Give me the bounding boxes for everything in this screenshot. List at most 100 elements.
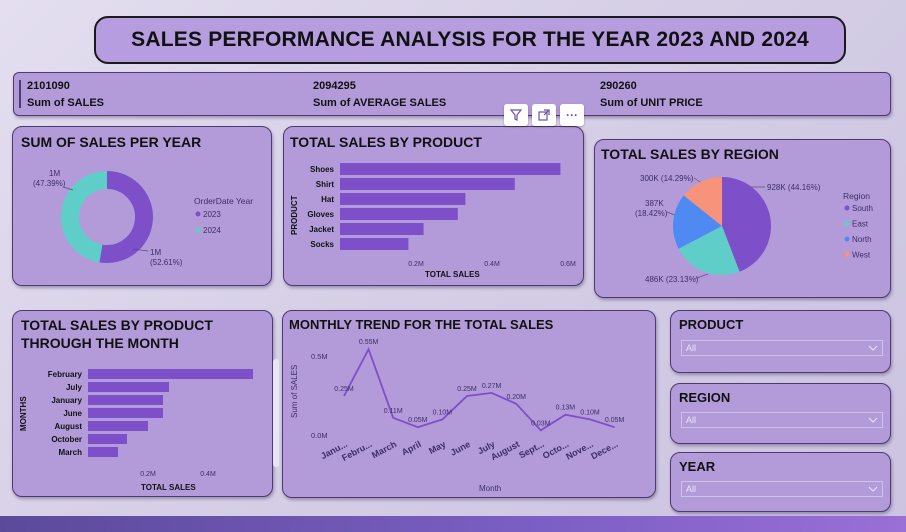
month-category-label: October: [51, 435, 82, 444]
legend-dot-north: [844, 236, 850, 242]
month-bar[interactable]: [88, 434, 127, 444]
donut-label-2023-pct: (52.61%): [150, 258, 183, 267]
product-bar[interactable]: [340, 223, 424, 235]
month-bar[interactable]: [88, 369, 253, 379]
month-bar[interactable]: [88, 408, 163, 418]
month-bar[interactable]: [88, 395, 163, 405]
product-x-axis-label: TOTAL SALES: [425, 270, 480, 279]
trend-data-label: 0.25M: [457, 386, 477, 393]
donut-legend-2023[interactable]: 2023: [203, 210, 221, 219]
region-label-west: 300K (14.29%): [640, 174, 694, 183]
month-bar[interactable]: [88, 382, 169, 392]
month-x-axis-label: TOTAL SALES: [141, 483, 196, 492]
region-slice-east[interactable]: [678, 226, 740, 275]
trend-x-tick: June: [449, 439, 472, 458]
region-pie-chart: 928K (44.16%) 486K (23.13%) 387K (18.42%…: [635, 174, 873, 284]
product-title: TOTAL SALES BY PRODUCT: [290, 134, 482, 150]
donut-label-2024-value: 1M: [49, 169, 60, 178]
year-dropdown[interactable]: All: [681, 481, 883, 497]
year-slicer[interactable]: YEAR All: [670, 452, 891, 512]
donut-slice-2023[interactable]: [99, 171, 153, 263]
region-slice-north[interactable]: [673, 195, 722, 249]
month-category-label: January: [51, 396, 82, 405]
month-bar[interactable]: [88, 447, 118, 457]
region-legend-north[interactable]: North: [852, 235, 872, 244]
more-options-button[interactable]: ···: [560, 104, 584, 126]
month-bar-chart: MONTHS TOTAL SALES February July January Ju…: [19, 369, 253, 492]
month-title-line-1: TOTAL SALES BY PRODUCT: [21, 317, 213, 333]
legend-dot-2024: [195, 227, 201, 233]
region-panel[interactable]: TOTAL SALES BY REGION 928K (44.16%) 486K…: [594, 139, 891, 298]
product-x-tick: 0.2M: [408, 261, 424, 268]
product-bar[interactable]: [340, 238, 409, 250]
month-scrollbar[interactable]: [273, 359, 279, 467]
focus-mode-icon: [538, 109, 550, 121]
page-title: SALES PERFORMANCE ANALYSIS FOR THE YEAR …: [94, 16, 846, 64]
region-slicer[interactable]: REGION All: [670, 383, 891, 444]
product-panel[interactable]: TOTAL SALES BY PRODUCT PRODUCT TOTAL SAL…: [283, 126, 584, 286]
trend-data-label: 0.11M: [384, 408, 403, 415]
region-label-north-value: 387K: [645, 199, 664, 208]
trend-data-label: 0.55M: [359, 339, 379, 346]
donut-panel[interactable]: SUM OF SALES PER YEAR 1M (47.39%) 1M (52…: [12, 126, 272, 286]
trend-x-tick: May: [427, 439, 447, 456]
month-category-label: March: [58, 448, 82, 457]
trend-x-axis-label: Month: [479, 484, 501, 493]
donut-chart: 1M (47.39%) 1M (52.61%) OrderDate Year 2…: [33, 169, 253, 267]
kpi-value: 290260: [600, 80, 637, 92]
trend-y-tick-0.5: 0.5M: [311, 352, 328, 361]
region-slicer-title: REGION: [679, 390, 731, 405]
trend-x-tick: Dece...: [589, 439, 619, 461]
filter-button[interactable]: [504, 104, 528, 126]
chevron-down-icon: [868, 345, 878, 351]
region-legend-east[interactable]: East: [852, 220, 869, 229]
trend-data-label: 0.03M: [531, 420, 551, 427]
month-title-line-2: THROUGH THE MONTH: [21, 335, 179, 351]
trend-y-tick-0.0: 0.0M: [311, 431, 328, 440]
year-slicer-title: YEAR: [679, 459, 716, 474]
kpi-sum-of-unit-price[interactable]: 290260 Sum of UNIT PRICE: [600, 80, 703, 109]
donut-legend-2024[interactable]: 2024: [203, 226, 221, 235]
donut-title: SUM OF SALES PER YEAR: [21, 134, 202, 150]
product-bar[interactable]: [340, 193, 466, 205]
product-bar[interactable]: [340, 208, 458, 220]
product-dropdown[interactable]: All: [681, 340, 883, 356]
product-bar[interactable]: [340, 163, 561, 175]
region-slice-south[interactable]: [722, 177, 771, 272]
product-category-label: Socks: [310, 240, 334, 249]
trend-data-label: 0.20M: [506, 394, 526, 401]
product-bar[interactable]: [340, 178, 515, 190]
trend-x-tick: August: [489, 439, 521, 462]
month-category-label: August: [54, 422, 82, 431]
region-legend-west[interactable]: West: [852, 251, 871, 260]
filter-icon: [509, 109, 523, 121]
kpi-sum-of-sales[interactable]: 2101090 Sum of SALES: [27, 80, 104, 109]
region-legend-south[interactable]: South: [852, 204, 873, 213]
trend-data-label: 0.10M: [580, 409, 600, 416]
product-dropdown-value: All: [686, 343, 697, 353]
trend-data-label: 0.13M: [556, 405, 576, 412]
focus-mode-button[interactable]: [532, 104, 556, 126]
trend-panel[interactable]: MONTHLY TREND FOR THE TOTAL SALES Sum of…: [282, 310, 656, 498]
region-dropdown-value: All: [686, 415, 697, 425]
kpi-value: 2094295: [313, 80, 356, 92]
product-y-axis-label: PRODUCT: [290, 195, 299, 235]
kpi-accent: [19, 80, 21, 108]
kpi-sum-of-average-sales[interactable]: 2094295 Sum of AVERAGE SALES: [313, 80, 446, 109]
product-bar-chart: PRODUCT TOTAL SALES Shoes Shirt Hat Gloves J…: [290, 163, 576, 279]
product-x-tick: 0.4M: [484, 261, 500, 268]
month-category-label: June: [63, 409, 82, 418]
trend-x-tick: Sept...: [517, 439, 546, 461]
region-dropdown[interactable]: All: [681, 412, 883, 428]
month-panel[interactable]: TOTAL SALES BY PRODUCT THROUGH THE MONTH…: [12, 310, 279, 497]
month-category-label: July: [66, 383, 83, 392]
region-slice-west[interactable]: [683, 177, 722, 226]
month-bar[interactable]: [88, 421, 148, 431]
trend-data-label: 0.25M: [334, 386, 354, 393]
product-category-label: Shoes: [310, 165, 335, 174]
trend-line[interactable]: [343, 346, 615, 432]
legend-dot-west: [844, 252, 850, 257]
bottom-bar: [0, 516, 906, 532]
donut-label-2024-pct: (47.39%): [33, 179, 66, 188]
product-slicer[interactable]: PRODUCT All: [670, 310, 891, 373]
